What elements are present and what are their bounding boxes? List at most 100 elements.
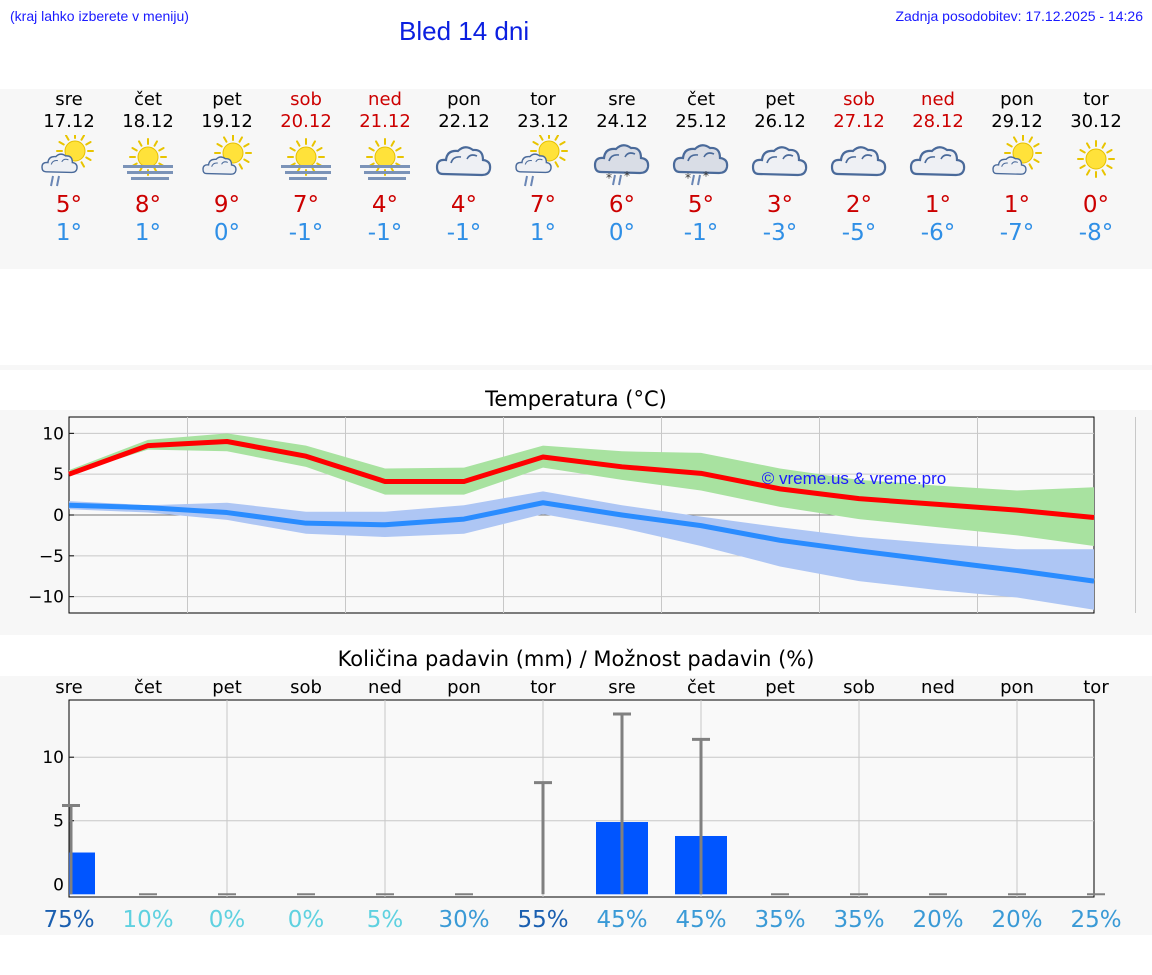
cloud-icon xyxy=(820,135,899,191)
last-update: Zadnja posodobitev: 17.12.2025 - 14:26 xyxy=(895,8,1143,24)
x-category-label: čet xyxy=(134,677,162,698)
page-title: Bled 14 dni xyxy=(399,16,530,46)
day-name: sre xyxy=(608,89,636,110)
day-name: sre xyxy=(55,89,83,110)
day-column: pon 22.12 4° -1° xyxy=(425,89,504,247)
x-category-label: sre xyxy=(608,677,635,698)
precip-probability-label: 25% xyxy=(1070,907,1121,933)
cloud-icon xyxy=(899,135,978,191)
day-date: 25.12 xyxy=(675,111,727,132)
sun-fog-icon xyxy=(346,135,425,191)
temp-min: -1° xyxy=(288,220,324,246)
x-category-label: sre xyxy=(55,677,82,698)
temp-max: 5° xyxy=(55,192,83,218)
temp-max: 7° xyxy=(292,192,320,218)
sun-cloud-icon xyxy=(978,135,1057,191)
x-category-label: tor xyxy=(1083,677,1109,698)
plot-area xyxy=(68,699,1095,898)
precipitation-chart-title: Količina padavin (mm) / Možnost padavin … xyxy=(337,647,815,671)
precipitation-chart: 10 5 0 sre čet pet sob ned pon tor sre čet pet sob ned… xyxy=(42,677,1121,933)
location-hint[interactable]: (kraj lahko izberete v meniju) xyxy=(10,8,189,24)
day-column: čet 18.12 8° 1° xyxy=(109,89,188,247)
day-date: 20.12 xyxy=(280,111,332,132)
day-name: pon xyxy=(447,89,481,110)
temp-min: -5° xyxy=(841,220,877,246)
y-tick-label: −5 xyxy=(39,547,64,567)
day-column: tor 23.12 7° 1° xyxy=(504,89,583,247)
day-column: sre 24.12 * * 6° 0° xyxy=(583,89,662,247)
precip-probability-label: 30% xyxy=(438,907,489,933)
y-tick-label: 5 xyxy=(53,812,64,832)
x-category-label: pon xyxy=(447,677,481,698)
sun-cloud-icon xyxy=(188,135,267,191)
x-category-label: sob xyxy=(843,677,875,698)
temp-max: 0° xyxy=(1082,192,1110,218)
x-category-label: pet xyxy=(212,677,242,698)
day-column: ned 28.12 1° -6° xyxy=(899,89,978,247)
x-category-label: pon xyxy=(1000,677,1034,698)
y-tick-label: −10 xyxy=(28,588,64,608)
x-category-label: sob xyxy=(290,677,322,698)
series-min-line xyxy=(68,500,1095,584)
day-column: pet 26.12 3° -3° xyxy=(741,89,820,247)
temp-max: 5° xyxy=(687,192,715,218)
day-name: ned xyxy=(921,89,955,110)
day-date: 24.12 xyxy=(596,111,648,132)
day-date: 28.12 xyxy=(912,111,964,132)
temp-max: 3° xyxy=(766,192,794,218)
day-name: čet xyxy=(686,89,716,110)
svg-text:*: * xyxy=(703,169,709,183)
divider xyxy=(0,365,1152,370)
y-tick-label: 10 xyxy=(42,748,64,768)
precip-probability-label: 45% xyxy=(596,907,647,933)
y-tick-label: 10 xyxy=(42,424,64,444)
day-name: pet xyxy=(212,89,242,110)
temp-max: 8° xyxy=(134,192,162,218)
day-column: pet 19.12 9° 0° xyxy=(188,89,267,247)
precip-probability-label: 5% xyxy=(367,907,404,933)
day-name: pon xyxy=(1000,89,1034,110)
x-category-label: čet xyxy=(687,677,715,698)
temp-min: -3° xyxy=(762,220,798,246)
temp-min: -6° xyxy=(920,220,956,246)
temp-min: 0° xyxy=(213,220,241,246)
day-date: 17.12 xyxy=(43,111,95,132)
series-min-band xyxy=(69,491,1094,610)
cloud-sleet-icon: * * xyxy=(662,135,741,191)
day-column: sob 27.12 2° -5° xyxy=(820,89,899,247)
day-name: tor xyxy=(1083,89,1109,110)
temperature-chart: 10 5 0 −5 −10 © vreme.us & vreme.pro xyxy=(28,416,1136,614)
temp-min: 1° xyxy=(134,220,162,246)
y-tick-label: 5 xyxy=(53,465,64,485)
precip-probability-label: 45% xyxy=(675,907,726,933)
cloud-sleet-icon: * * xyxy=(583,135,662,191)
sun-fog-icon xyxy=(267,135,346,191)
temp-max: 1° xyxy=(1003,192,1031,218)
svg-text:*: * xyxy=(606,171,612,185)
day-date: 22.12 xyxy=(438,111,490,132)
y-tick-label: 0 xyxy=(53,875,64,895)
day-name: tor xyxy=(530,89,556,110)
svg-text:*: * xyxy=(685,171,691,185)
y-tick-label: 0 xyxy=(53,506,64,526)
day-date: 29.12 xyxy=(991,111,1043,132)
precip-probability-label: 35% xyxy=(754,907,805,933)
day-name: sob xyxy=(290,89,322,110)
temperature-chart-title: Temperatura (°C) xyxy=(485,387,667,411)
temp-max: 6° xyxy=(608,192,636,218)
day-date: 23.12 xyxy=(517,111,569,132)
x-category-label: ned xyxy=(921,677,955,698)
precip-probability-label: 35% xyxy=(833,907,884,933)
temp-max: 4° xyxy=(450,192,478,218)
precip-probability-label: 0% xyxy=(288,907,325,933)
x-category-label: ned xyxy=(368,677,402,698)
precip-bar xyxy=(69,852,95,895)
temp-min: 1° xyxy=(55,220,83,246)
cloud-icon xyxy=(425,135,504,191)
temp-max: 7° xyxy=(529,192,557,218)
day-date: 26.12 xyxy=(754,111,806,132)
day-date: 21.12 xyxy=(359,111,411,132)
watermark: © vreme.us & vreme.pro xyxy=(762,469,946,488)
temp-min: -7° xyxy=(999,220,1035,246)
